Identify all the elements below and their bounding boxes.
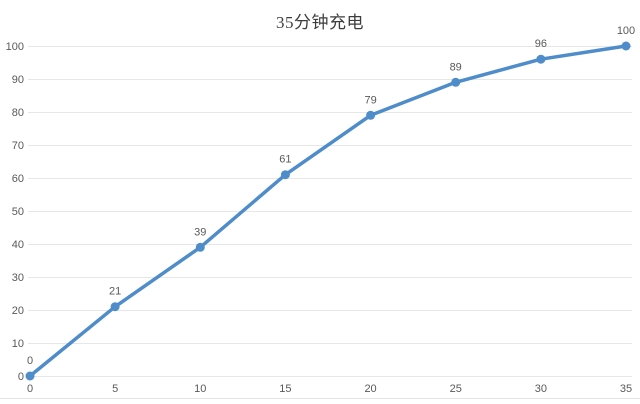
data-point-label: 61 <box>279 154 291 166</box>
y-tick-label: 70 <box>12 140 24 152</box>
y-tick-label: 50 <box>12 206 24 218</box>
x-tick-label: 0 <box>27 383 33 395</box>
data-point-marker <box>536 54 546 64</box>
data-point-label: 0 <box>27 355 33 367</box>
data-point-marker <box>25 371 35 381</box>
x-tick-label: 10 <box>194 383 206 395</box>
data-point-label: 100 <box>617 25 635 37</box>
x-tick-label: 30 <box>535 383 547 395</box>
data-point-marker <box>366 110 376 120</box>
x-tick-label: 5 <box>112 383 118 395</box>
y-tick-label: 60 <box>12 173 24 185</box>
y-tick-label: 40 <box>12 239 24 251</box>
data-point-label: 39 <box>194 226 206 238</box>
y-tick-label: 90 <box>12 74 24 86</box>
y-tick-label: 0 <box>18 371 24 383</box>
data-point-marker <box>280 170 290 180</box>
x-tick-label: 15 <box>279 383 291 395</box>
data-point-marker <box>195 242 205 252</box>
data-point-marker <box>110 302 120 312</box>
y-tick-label: 80 <box>12 107 24 119</box>
y-tick-label: 30 <box>12 272 24 284</box>
data-point-marker <box>451 77 461 87</box>
series-line <box>28 44 628 378</box>
data-point-label: 89 <box>450 61 462 73</box>
chart-title: 35分钟充电 <box>276 13 364 32</box>
y-tick-label: 20 <box>12 305 24 317</box>
data-point-label: 79 <box>364 94 376 106</box>
data-point-label: 96 <box>535 38 547 50</box>
x-tick-label: 25 <box>450 383 462 395</box>
data-point-label: 21 <box>109 286 121 298</box>
x-tick-label: 35 <box>620 383 632 395</box>
y-tick-label: 10 <box>12 338 24 350</box>
x-tick-label: 20 <box>364 383 376 395</box>
y-tick-label: 100 <box>6 41 24 53</box>
data-point-marker <box>621 41 631 51</box>
